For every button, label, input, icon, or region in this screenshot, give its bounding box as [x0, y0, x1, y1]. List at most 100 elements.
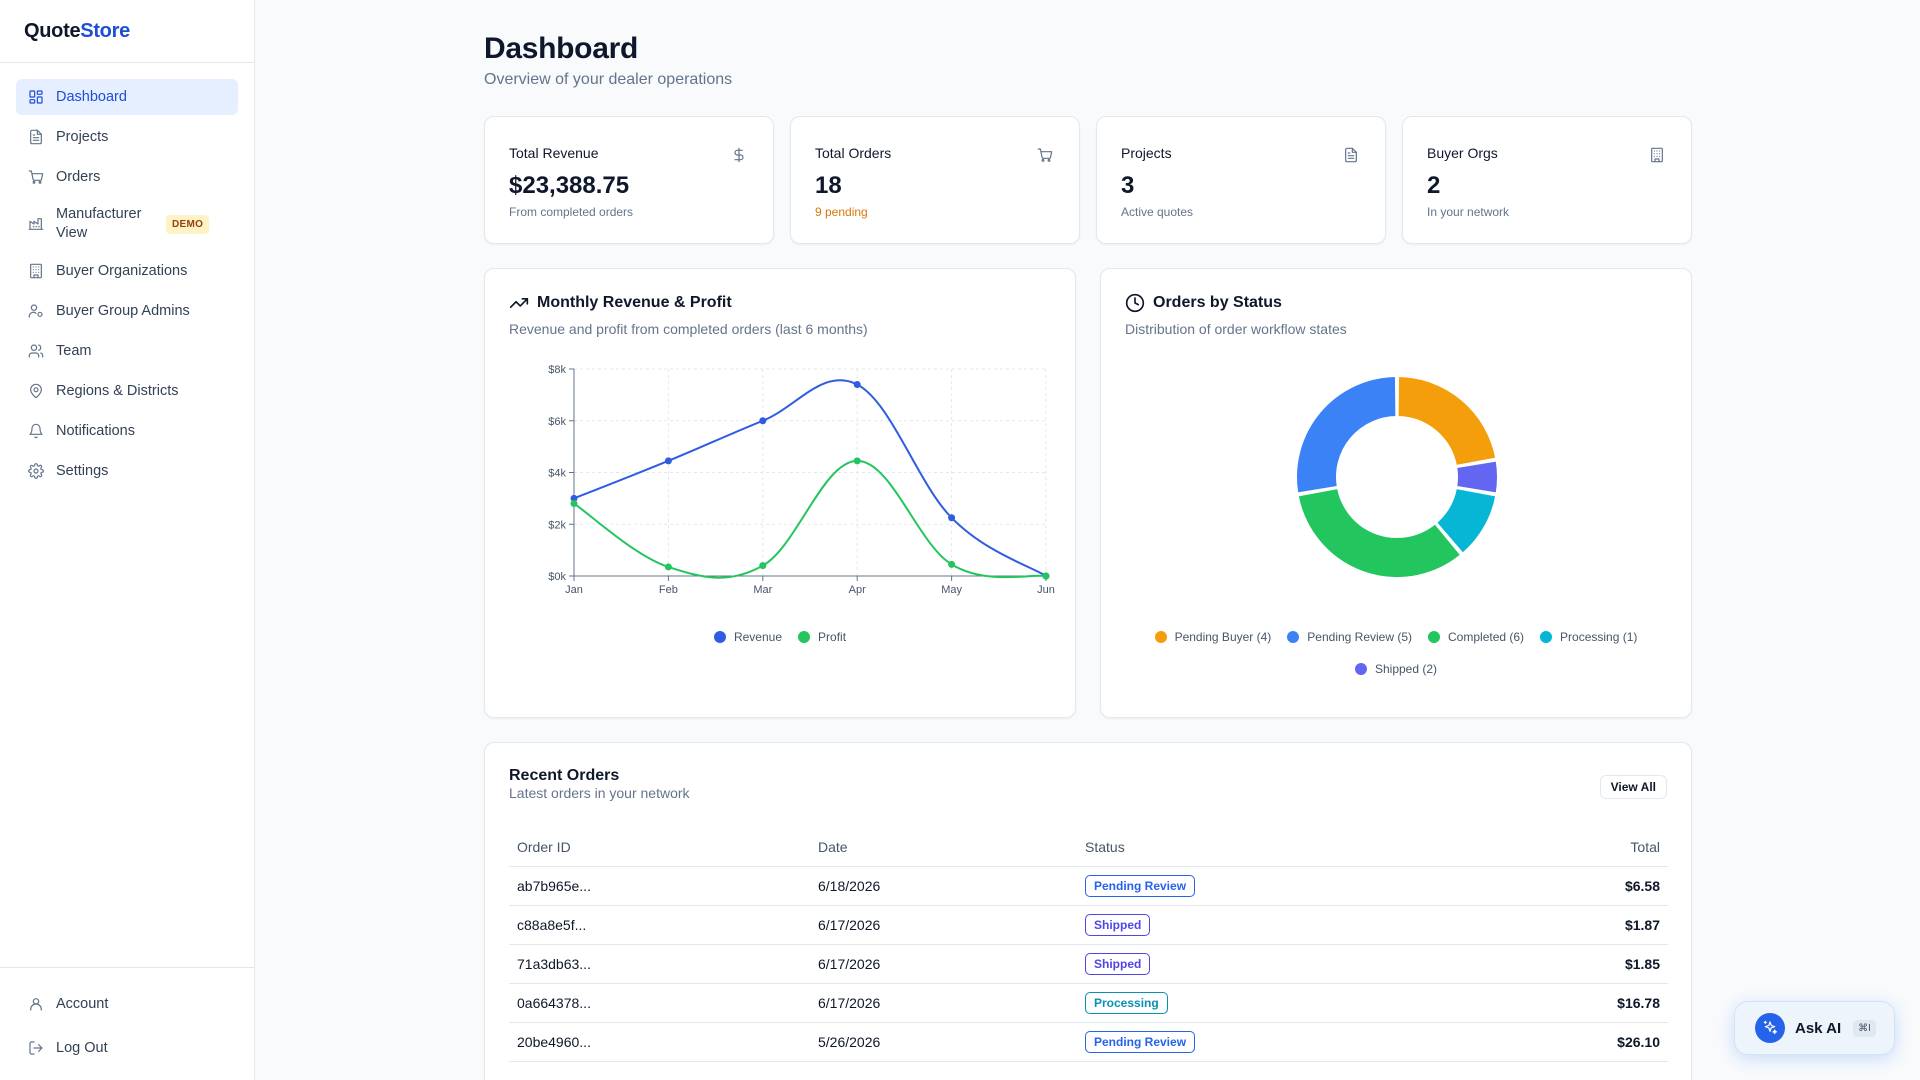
- legend-item-pending-buyer[interactable]: Pending Buyer (4): [1154, 621, 1271, 653]
- legend-label: Completed (6): [1448, 630, 1525, 644]
- donut-slice-pending-buyer[interactable]: [1396, 374, 1498, 468]
- data-point-profit[interactable]: [759, 562, 767, 570]
- revenue-chart-card: Monthly Revenue & Profit Revenue and pro…: [484, 268, 1076, 718]
- legend-item-shipped[interactable]: Shipped (2): [1354, 653, 1437, 685]
- legend-item-profit[interactable]: Profit: [798, 621, 846, 653]
- donut-slice-pending-review[interactable]: [1295, 374, 1398, 495]
- stat-label: Total Revenue: [509, 145, 599, 161]
- donut-slice-shipped[interactable]: [1434, 486, 1498, 556]
- order-status-cell: Processing: [1077, 992, 1468, 1014]
- dollar-icon: [734, 147, 744, 163]
- sidebar-item-account[interactable]: Account: [16, 984, 239, 1024]
- column-header-date[interactable]: Date: [818, 838, 848, 855]
- building-icon: [1651, 147, 1663, 163]
- chart-title: Orders by Status: [1125, 293, 1282, 313]
- data-point-revenue[interactable]: [664, 457, 672, 465]
- sidebar-item-label: Settings: [56, 462, 109, 479]
- data-point-profit[interactable]: [853, 457, 861, 465]
- column-header-status[interactable]: Status: [1085, 838, 1125, 855]
- shopping-cart-icon: [28, 170, 44, 184]
- data-point-revenue[interactable]: [759, 417, 767, 425]
- data-point-revenue[interactable]: [853, 381, 861, 389]
- user-cog-icon: [28, 304, 43, 318]
- stat-value: 2: [1427, 172, 1441, 199]
- y-tick-label: $8k: [548, 364, 566, 376]
- factory-icon: [28, 218, 44, 230]
- table-row[interactable]: 20be4960... 5/26/2026 Pending Review $26.10: [509, 1023, 1668, 1062]
- legend-item-processing[interactable]: Processing (1): [1540, 621, 1637, 653]
- sidebar-item-label: Log Out: [56, 1039, 108, 1056]
- legend-item-completed[interactable]: Completed (6): [1428, 621, 1524, 653]
- legend-item-revenue[interactable]: Revenue: [713, 621, 783, 653]
- stat-label: Total Orders: [815, 145, 892, 161]
- view-all-button[interactable]: View All: [1599, 775, 1667, 799]
- table-row[interactable]: 71a3db63... 6/17/2026 Shipped $1.85: [509, 945, 1668, 984]
- legend-item-pending-review[interactable]: Pending Review (5): [1287, 621, 1412, 653]
- sidebar-item-label: Buyer Organizations: [56, 262, 188, 279]
- status-donut-chart: [1295, 374, 1499, 579]
- table-row[interactable]: c88a8e5f... 6/17/2026 Shipped $1.87: [509, 906, 1668, 945]
- data-point-profit[interactable]: [664, 563, 672, 571]
- log-out-icon: [29, 1041, 43, 1055]
- stat-card-projects: Projects 3 Active quotes: [1096, 116, 1386, 244]
- column-header-total[interactable]: Total: [1630, 838, 1660, 855]
- table-row[interactable]: ab7b965e... 6/18/2026 Pending Review $6.58: [509, 867, 1668, 906]
- sidebar-item-log-out[interactable]: Log Out: [16, 1028, 239, 1068]
- stat-value: $23,388.75: [509, 172, 630, 199]
- sidebar-nav: Dashboard Projects Orders Manufacturer V…: [0, 63, 254, 489]
- table-row[interactable]: 0a664378... 6/17/2026 Processing $16.78: [509, 984, 1668, 1023]
- stat-card-total-revenue: Total Revenue $23,388.75 From completed …: [484, 116, 774, 244]
- sidebar-item-team[interactable]: Team: [16, 333, 238, 369]
- file-text-icon: [30, 129, 42, 145]
- data-point-revenue[interactable]: [948, 514, 956, 522]
- sidebar-bottom: Account Log Out: [0, 967, 255, 1080]
- sidebar-item-orders[interactable]: Orders: [16, 159, 238, 195]
- ask-ai-button[interactable]: Ask AI ⌘I: [1734, 1001, 1895, 1055]
- users-icon: [28, 344, 44, 358]
- recent-orders-subtitle: Latest orders in your network: [509, 785, 690, 801]
- sidebar-item-label: Account: [56, 995, 109, 1012]
- shopping-cart-icon: [1037, 148, 1053, 162]
- data-point-profit[interactable]: [570, 500, 578, 508]
- sidebar-item-buyer-group-admins[interactable]: Buyer Group Admins: [16, 293, 238, 329]
- order-id-cell[interactable]: 71a3db63...: [517, 956, 591, 972]
- legend-swatch: [798, 631, 811, 643]
- order-id-cell[interactable]: c88a8e5f...: [517, 917, 587, 933]
- map-pin-icon: [30, 383, 42, 399]
- sidebar-item-projects[interactable]: Projects: [16, 119, 238, 155]
- order-status-cell: Pending Review: [1077, 1031, 1468, 1053]
- sidebar-item-notifications[interactable]: Notifications: [16, 413, 238, 449]
- donut-slice-completed[interactable]: [1296, 486, 1463, 579]
- column-header-order-id[interactable]: Order ID: [517, 838, 571, 855]
- order-total-cell: $1.85: [1624, 956, 1660, 972]
- sidebar-item-manufacturer-view[interactable]: Manufacturer View DEMO: [16, 199, 238, 249]
- recent-orders-card: Recent Orders Latest orders in your netw…: [484, 742, 1692, 1080]
- order-date-cell: 5/26/2026: [818, 1034, 881, 1050]
- stat-value: 18: [815, 172, 842, 199]
- status-badge: Processing: [1085, 992, 1168, 1014]
- data-point-profit[interactable]: [948, 560, 956, 568]
- legend-label: Revenue: [733, 630, 783, 644]
- sidebar-item-regions-districts[interactable]: Regions & Districts: [16, 373, 238, 409]
- series-line-profit: [573, 459, 1047, 579]
- trending-up-icon: [509, 298, 529, 308]
- building-icon: [30, 263, 42, 279]
- stat-card-buyer-orgs: Buyer Orgs 2 In your network: [1402, 116, 1692, 244]
- gear-icon: [28, 463, 44, 479]
- donut-slice-processing[interactable]: [1455, 459, 1499, 495]
- sidebar-item-buyer-organizations[interactable]: Buyer Organizations: [16, 253, 238, 289]
- order-id-cell[interactable]: 20be4960...: [517, 1034, 591, 1050]
- brand-logo[interactable]: Quote Store: [0, 0, 254, 63]
- chart-title: Monthly Revenue & Profit: [509, 293, 732, 313]
- status-badge: Shipped: [1085, 953, 1151, 975]
- sidebar-item-settings[interactable]: Settings: [16, 453, 238, 489]
- table-header: Order ID Date Status Total: [509, 827, 1668, 867]
- data-point-profit[interactable]: [1042, 572, 1050, 580]
- data-point-revenue[interactable]: [570, 494, 578, 502]
- order-id-cell[interactable]: ab7b965e...: [517, 878, 591, 894]
- sidebar-item-label: Dashboard: [56, 88, 127, 105]
- page-subtitle: Overview of your dealer operations: [484, 71, 733, 88]
- order-id-cell[interactable]: 0a664378...: [517, 995, 591, 1011]
- legend-swatch: [1287, 631, 1300, 643]
- sidebar-item-dashboard[interactable]: Dashboard: [16, 79, 238, 115]
